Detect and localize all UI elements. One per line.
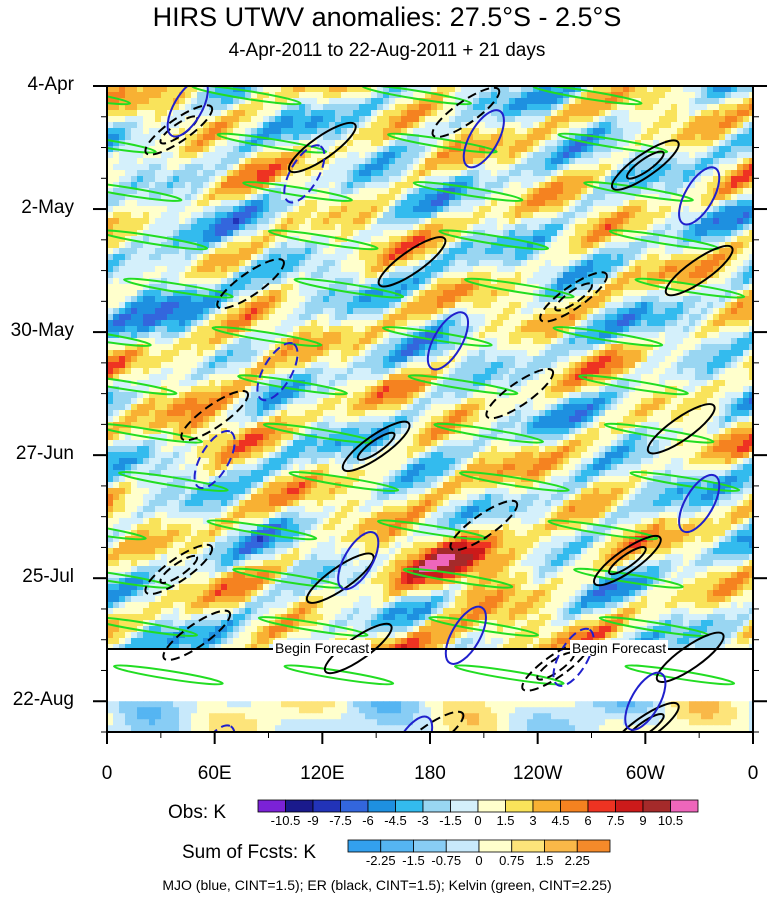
colorbar-swatch bbox=[340, 799, 369, 813]
colorbar-label: 0 bbox=[474, 813, 482, 828]
y-tick-label: 4-Apr bbox=[27, 74, 74, 95]
colorbar-label: 6 bbox=[584, 813, 592, 828]
colorbar-label: 2.25 bbox=[564, 853, 590, 868]
colorbar-label: -4.5 bbox=[384, 813, 407, 828]
colorbar-swatch bbox=[445, 839, 480, 853]
chart-title: HIRS UTWV anomalies: 27.5°S - 2.5°S bbox=[152, 2, 622, 32]
colorbar-label: 1.5 bbox=[496, 813, 515, 828]
colorbar-swatch bbox=[285, 799, 314, 813]
colorbar-label: -7.5 bbox=[329, 813, 352, 828]
colorbar-swatch bbox=[511, 839, 545, 853]
colorbar-swatch bbox=[312, 799, 341, 813]
colorbar-label: 1.5 bbox=[535, 853, 554, 868]
forecast-anomaly-field bbox=[107, 701, 753, 732]
y-tick-label: 2-May bbox=[21, 197, 74, 219]
axis-ticks bbox=[93, 85, 767, 744]
observed-anomaly-field bbox=[107, 86, 753, 649]
y-tick-label: 27-Jun bbox=[15, 443, 74, 465]
colorbar-swatch bbox=[413, 839, 447, 853]
x-tick-label: 120W bbox=[512, 763, 563, 784]
colorbar-label: -3 bbox=[417, 813, 429, 828]
colorbar-label: 9 bbox=[639, 813, 647, 828]
colorbar-label: 7.5 bbox=[606, 813, 625, 828]
x-tick-label: 120E bbox=[300, 763, 345, 784]
colorbar-label: -10.5 bbox=[270, 813, 301, 828]
colorbar-swatch bbox=[478, 839, 513, 853]
colorbar-swatch bbox=[257, 799, 286, 813]
colorbar-swatch bbox=[450, 799, 479, 813]
colorbar-label: -1.5 bbox=[439, 813, 462, 828]
chart-footer: MJO (blue, CINT=1.5); ER (black, CINT=1.… bbox=[162, 877, 612, 893]
colorbar-label: 0.75 bbox=[499, 853, 525, 868]
colorbar-swatch bbox=[505, 799, 534, 813]
x-tick-label: 0 bbox=[101, 763, 113, 784]
colorbar-swatch bbox=[576, 839, 611, 853]
colorbar-label: -0.75 bbox=[431, 853, 462, 868]
colorbar-swatch bbox=[395, 799, 424, 813]
colorbar-swatch bbox=[422, 799, 451, 813]
y-tick-label: 25-Jul bbox=[22, 566, 74, 588]
y-tick-label: 22-Aug bbox=[12, 689, 74, 711]
colorbar-label: 10.5 bbox=[657, 813, 684, 828]
colorbar-swatch bbox=[347, 839, 382, 853]
colorbar-swatch bbox=[587, 799, 616, 813]
x-tick-label: 60E bbox=[197, 763, 232, 784]
forecast-colorbar-title: Sum of Fcsts: K bbox=[182, 842, 317, 863]
colorbar-swatch bbox=[477, 799, 506, 813]
colorbar-swatch bbox=[670, 799, 699, 813]
y-tick-label: 30-May bbox=[10, 320, 74, 342]
colorbar-label: 0 bbox=[475, 853, 483, 868]
colorbar-swatch bbox=[642, 799, 671, 813]
colorbar-label: -9 bbox=[307, 813, 319, 828]
colorbar-label: 3 bbox=[529, 813, 537, 828]
colorbar-label: -1.5 bbox=[402, 853, 425, 868]
chart-subtitle: 4-Apr-2011 to 22-Aug-2011 + 21 days bbox=[228, 40, 546, 61]
begin-forecast-label: Begin Forecast bbox=[273, 640, 372, 656]
colorbar-swatch bbox=[367, 799, 396, 813]
begin-forecast-label: Begin Forecast bbox=[570, 640, 669, 656]
colorbar-label: -6 bbox=[362, 813, 374, 828]
obs-colorbar-title: Obs: K bbox=[168, 802, 227, 823]
colorbar-swatch bbox=[532, 799, 561, 813]
colorbar-swatch bbox=[380, 839, 414, 853]
colorbar-label: -2.25 bbox=[365, 853, 396, 868]
colorbar-swatch bbox=[544, 839, 578, 853]
forecast-colorbar bbox=[347, 839, 611, 853]
wave-filtered-contours bbox=[107, 86, 746, 732]
colorbar-swatch bbox=[615, 799, 644, 813]
x-tick-label: 180 bbox=[414, 763, 446, 784]
x-tick-label: 60W bbox=[625, 763, 665, 784]
colorbar-swatch bbox=[560, 799, 589, 813]
obs-colorbar bbox=[257, 799, 699, 813]
colorbar-label: 4.5 bbox=[551, 813, 570, 828]
x-tick-label: 0 bbox=[747, 763, 759, 784]
